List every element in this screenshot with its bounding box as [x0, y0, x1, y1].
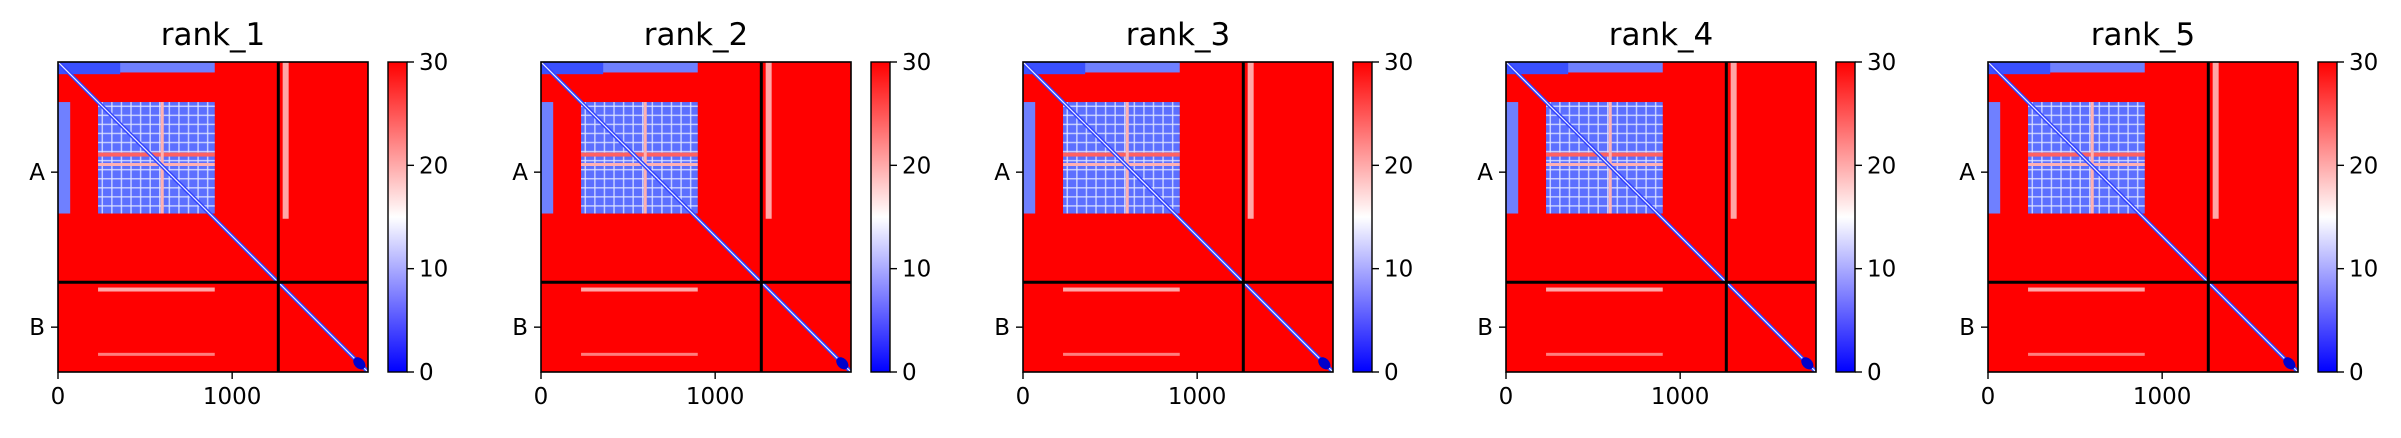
y-tick-label: A: [29, 160, 45, 186]
pae-panel-5: rank_5 A B 0 1000 0 10 20 30: [1938, 0, 2401, 438]
colorbar-tick-label: 30: [1384, 50, 1413, 76]
pae-chart-3: rank_3 A B 0 1000 0 10 20 30: [994, 17, 1413, 410]
y-tick-label: A: [1959, 160, 1975, 186]
panel-title: rank_3: [1126, 17, 1231, 53]
panel-title: rank_4: [1609, 17, 1714, 53]
x-tick-label: 1000: [1651, 384, 1710, 410]
colorbar-tick-label: 30: [1867, 50, 1896, 76]
colorbar: [2317, 61, 2338, 373]
pae-panel-4: rank_4 A B 0 1000 0 10 20 30: [1456, 0, 1936, 438]
pae-chart-1: rank_1 A B 0 1000 0 10 20 30: [29, 17, 448, 410]
colorbar-tick-label: 10: [902, 257, 931, 283]
colorbar-tick-label: 20: [2349, 153, 2378, 179]
colorbar-tick-label: 20: [1867, 153, 1896, 179]
pae-chart-2: rank_2 A B 0 1000 0 10 20 30: [512, 17, 931, 410]
y-tick-label: A: [1477, 160, 1493, 186]
pae-heatmap: [1988, 62, 2298, 372]
pae-heatmap: [1023, 62, 1333, 372]
y-tick-label: B: [994, 315, 1010, 341]
colorbar-tick-label: 10: [1867, 257, 1896, 283]
pae-heatmap: [58, 62, 368, 372]
y-tick-label: A: [994, 160, 1010, 186]
x-tick-label: 1000: [1168, 384, 1227, 410]
y-tick-label: B: [512, 315, 528, 341]
y-tick-label: B: [1959, 315, 1975, 341]
panel-title: rank_2: [644, 17, 749, 53]
x-tick-label: 0: [1499, 384, 1514, 410]
x-tick-label: 1000: [203, 384, 262, 410]
pae-chart-5: rank_5 A B 0 1000 0 10 20 30: [1959, 17, 2378, 410]
y-tick-label: B: [1477, 315, 1493, 341]
pae-heatmap: [541, 62, 851, 372]
pae-chart-4: rank_4 A B 0 1000 0 10 20 30: [1477, 17, 1896, 410]
colorbar-tick-label: 0: [1867, 360, 1882, 386]
colorbar-tick-label: 0: [902, 360, 917, 386]
x-tick-label: 1000: [2133, 384, 2192, 410]
colorbar-tick-label: 0: [419, 360, 434, 386]
colorbar: [387, 61, 408, 373]
x-tick-label: 0: [534, 384, 549, 410]
pae-heatmap: [1506, 62, 1816, 372]
colorbar: [1835, 61, 1856, 373]
x-tick-label: 1000: [686, 384, 745, 410]
colorbar-tick-label: 20: [1384, 153, 1413, 179]
low-pae-block: [541, 62, 698, 214]
colorbar-tick-label: 0: [2349, 360, 2364, 386]
colorbar-tick-label: 30: [419, 50, 448, 76]
colorbar-tick-label: 10: [1384, 257, 1413, 283]
colorbar-tick-label: 30: [2349, 50, 2378, 76]
panel-title: rank_1: [161, 17, 266, 53]
x-tick-label: 0: [1016, 384, 1031, 410]
panel-title: rank_5: [2091, 17, 2196, 53]
colorbar-tick-label: 0: [1384, 360, 1399, 386]
colorbar-tick-label: 10: [419, 257, 448, 283]
colorbar-tick-label: 10: [2349, 257, 2378, 283]
colorbar-tick-label: 20: [419, 153, 448, 179]
pae-panel-2: rank_2 A B 0 1000 0 10 20 30: [491, 0, 971, 438]
x-tick-label: 0: [1981, 384, 1996, 410]
colorbar: [870, 61, 891, 373]
y-tick-label: A: [512, 160, 528, 186]
colorbar: [1352, 61, 1373, 373]
x-tick-label: 0: [51, 384, 66, 410]
pae-panel-3: rank_3 A B 0 1000 0 10 20 30: [973, 0, 1453, 438]
colorbar-tick-label: 30: [902, 50, 931, 76]
y-tick-label: B: [29, 315, 45, 341]
colorbar-tick-label: 20: [902, 153, 931, 179]
pae-panel-1: rank_1 A B 0 1000 0 10 20 30: [8, 0, 488, 438]
